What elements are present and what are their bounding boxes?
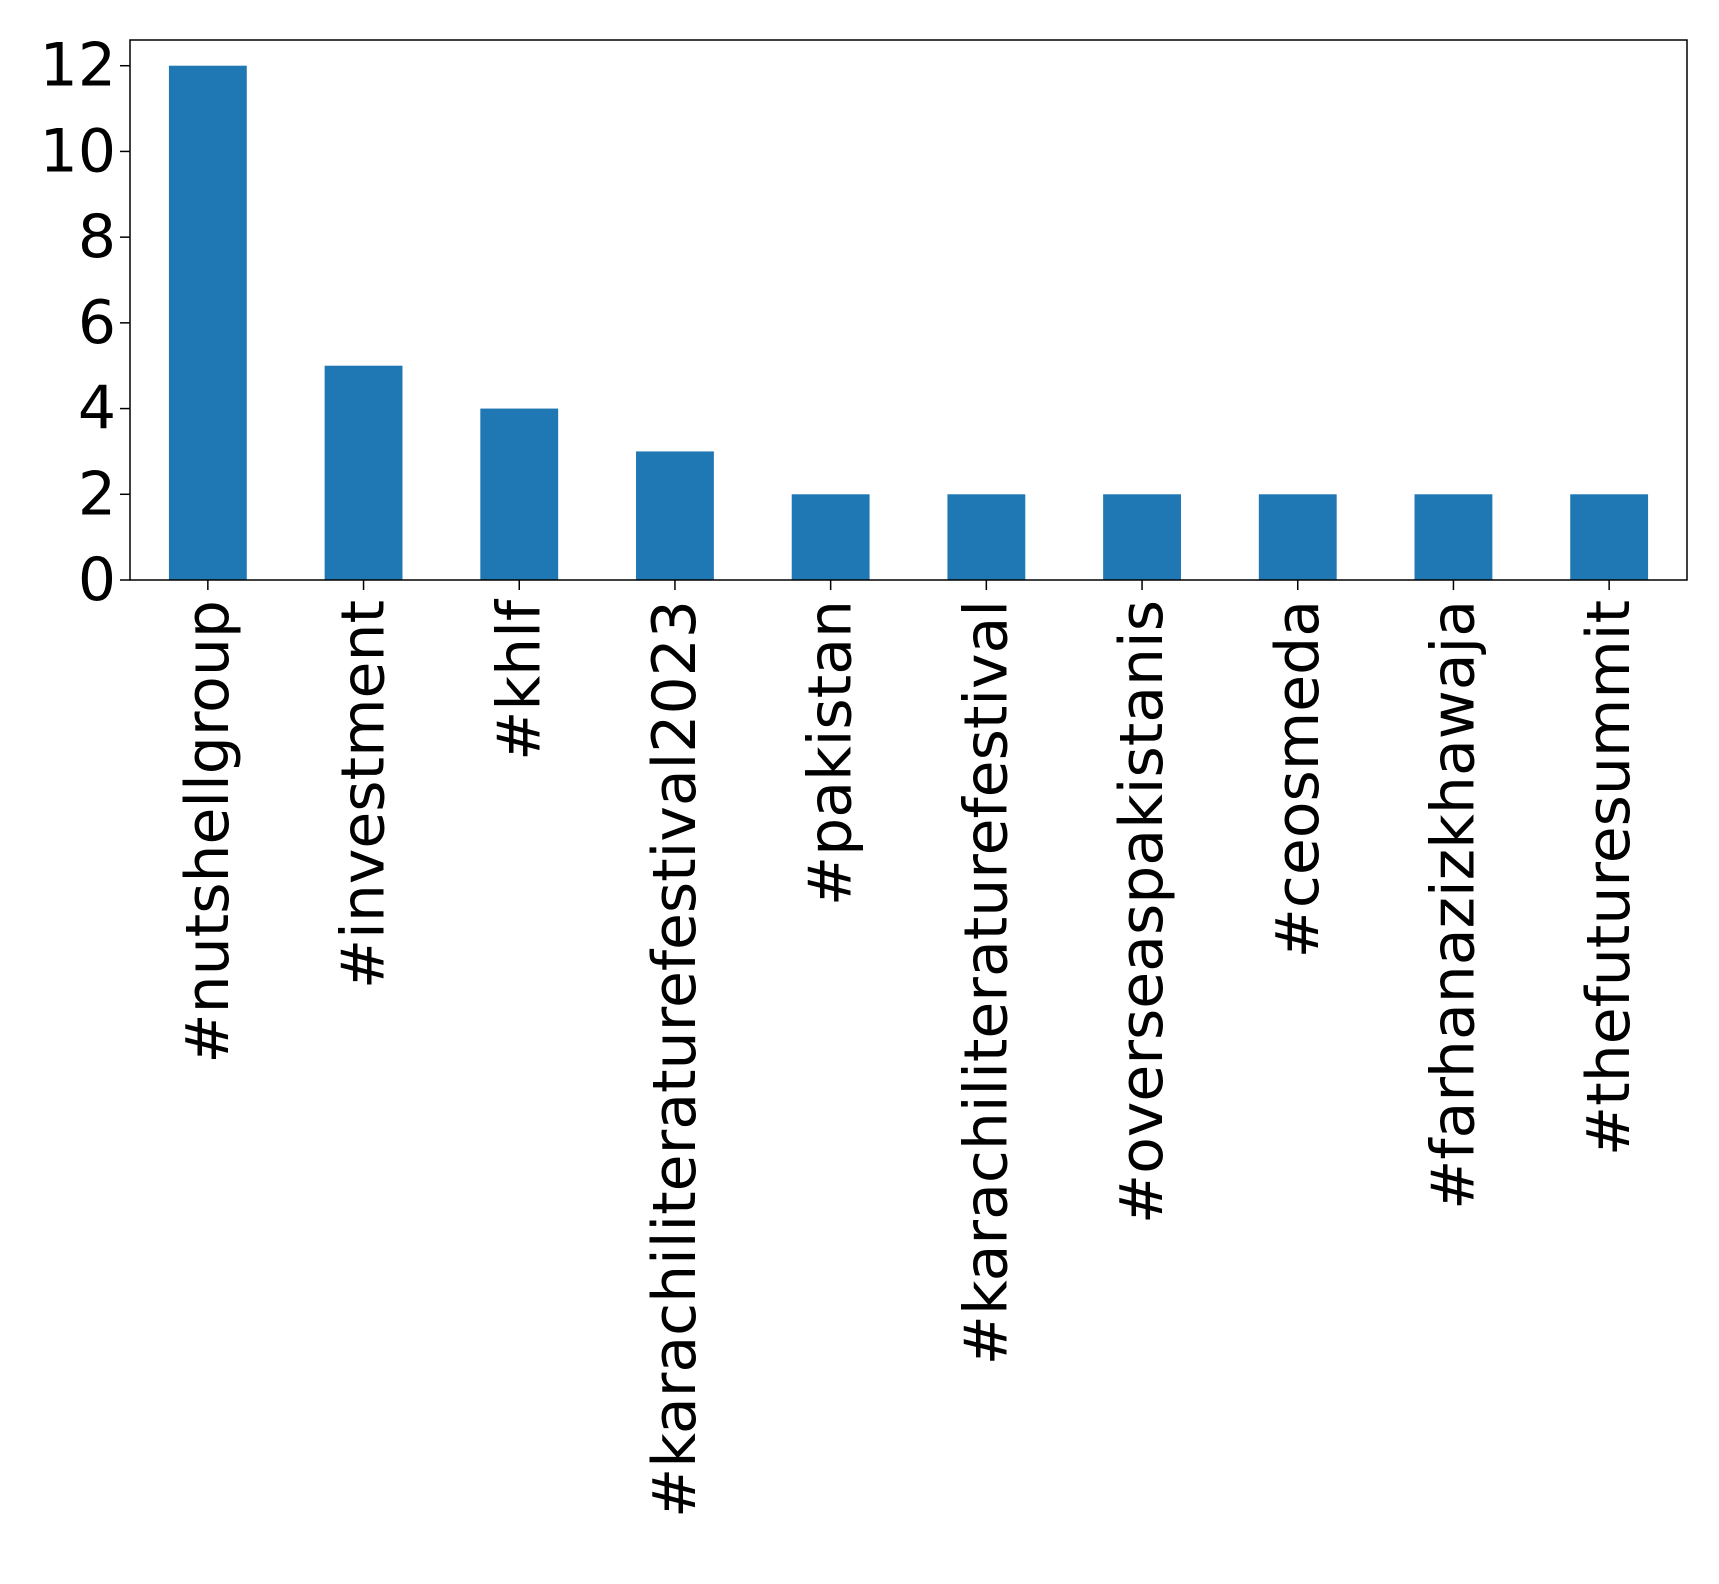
y-tick-label: 4 bbox=[78, 374, 116, 444]
bar bbox=[791, 494, 870, 580]
x-tick-label: #farhanazizkhawaja bbox=[1418, 600, 1488, 1210]
bar bbox=[1258, 494, 1337, 580]
x-tick-label: #karachiliteraturefestival2023 bbox=[640, 600, 710, 1518]
bar bbox=[947, 494, 1026, 580]
x-tick-label: #khlf bbox=[484, 598, 554, 761]
y-tick-label: 10 bbox=[40, 116, 116, 186]
bar bbox=[324, 365, 403, 580]
plot-frame bbox=[129, 39, 1688, 581]
y-tick-label: 12 bbox=[40, 31, 116, 101]
x-axis: #nutshellgroup #investment #khlf #karachili… bbox=[173, 580, 1644, 1518]
x-tick-label: #nutshellgroup bbox=[173, 600, 243, 1064]
bar bbox=[1570, 494, 1649, 580]
y-tick-label: 2 bbox=[78, 459, 116, 529]
bar bbox=[1103, 494, 1181, 580]
y-axis: 0 2 4 6 8 10 12 bbox=[40, 31, 130, 615]
y-tick-label: 6 bbox=[78, 288, 116, 358]
bar bbox=[1414, 494, 1493, 580]
bar bbox=[168, 65, 247, 580]
y-tick-label: 8 bbox=[78, 202, 116, 272]
x-tick-label: #thefuturesummit bbox=[1574, 600, 1644, 1156]
x-tick-label: #ceosmeda bbox=[1263, 600, 1333, 958]
bars-layer bbox=[168, 65, 1649, 580]
x-tick-label: #karachiliteraturefestival bbox=[951, 600, 1021, 1365]
x-tick-label: #pakistan bbox=[796, 600, 866, 906]
bar bbox=[480, 408, 559, 580]
y-tick-label: 0 bbox=[78, 545, 116, 615]
x-tick-label: #investment bbox=[329, 600, 399, 989]
bar bbox=[636, 451, 714, 580]
x-tick-label: #overseaspakistanis bbox=[1107, 600, 1177, 1224]
